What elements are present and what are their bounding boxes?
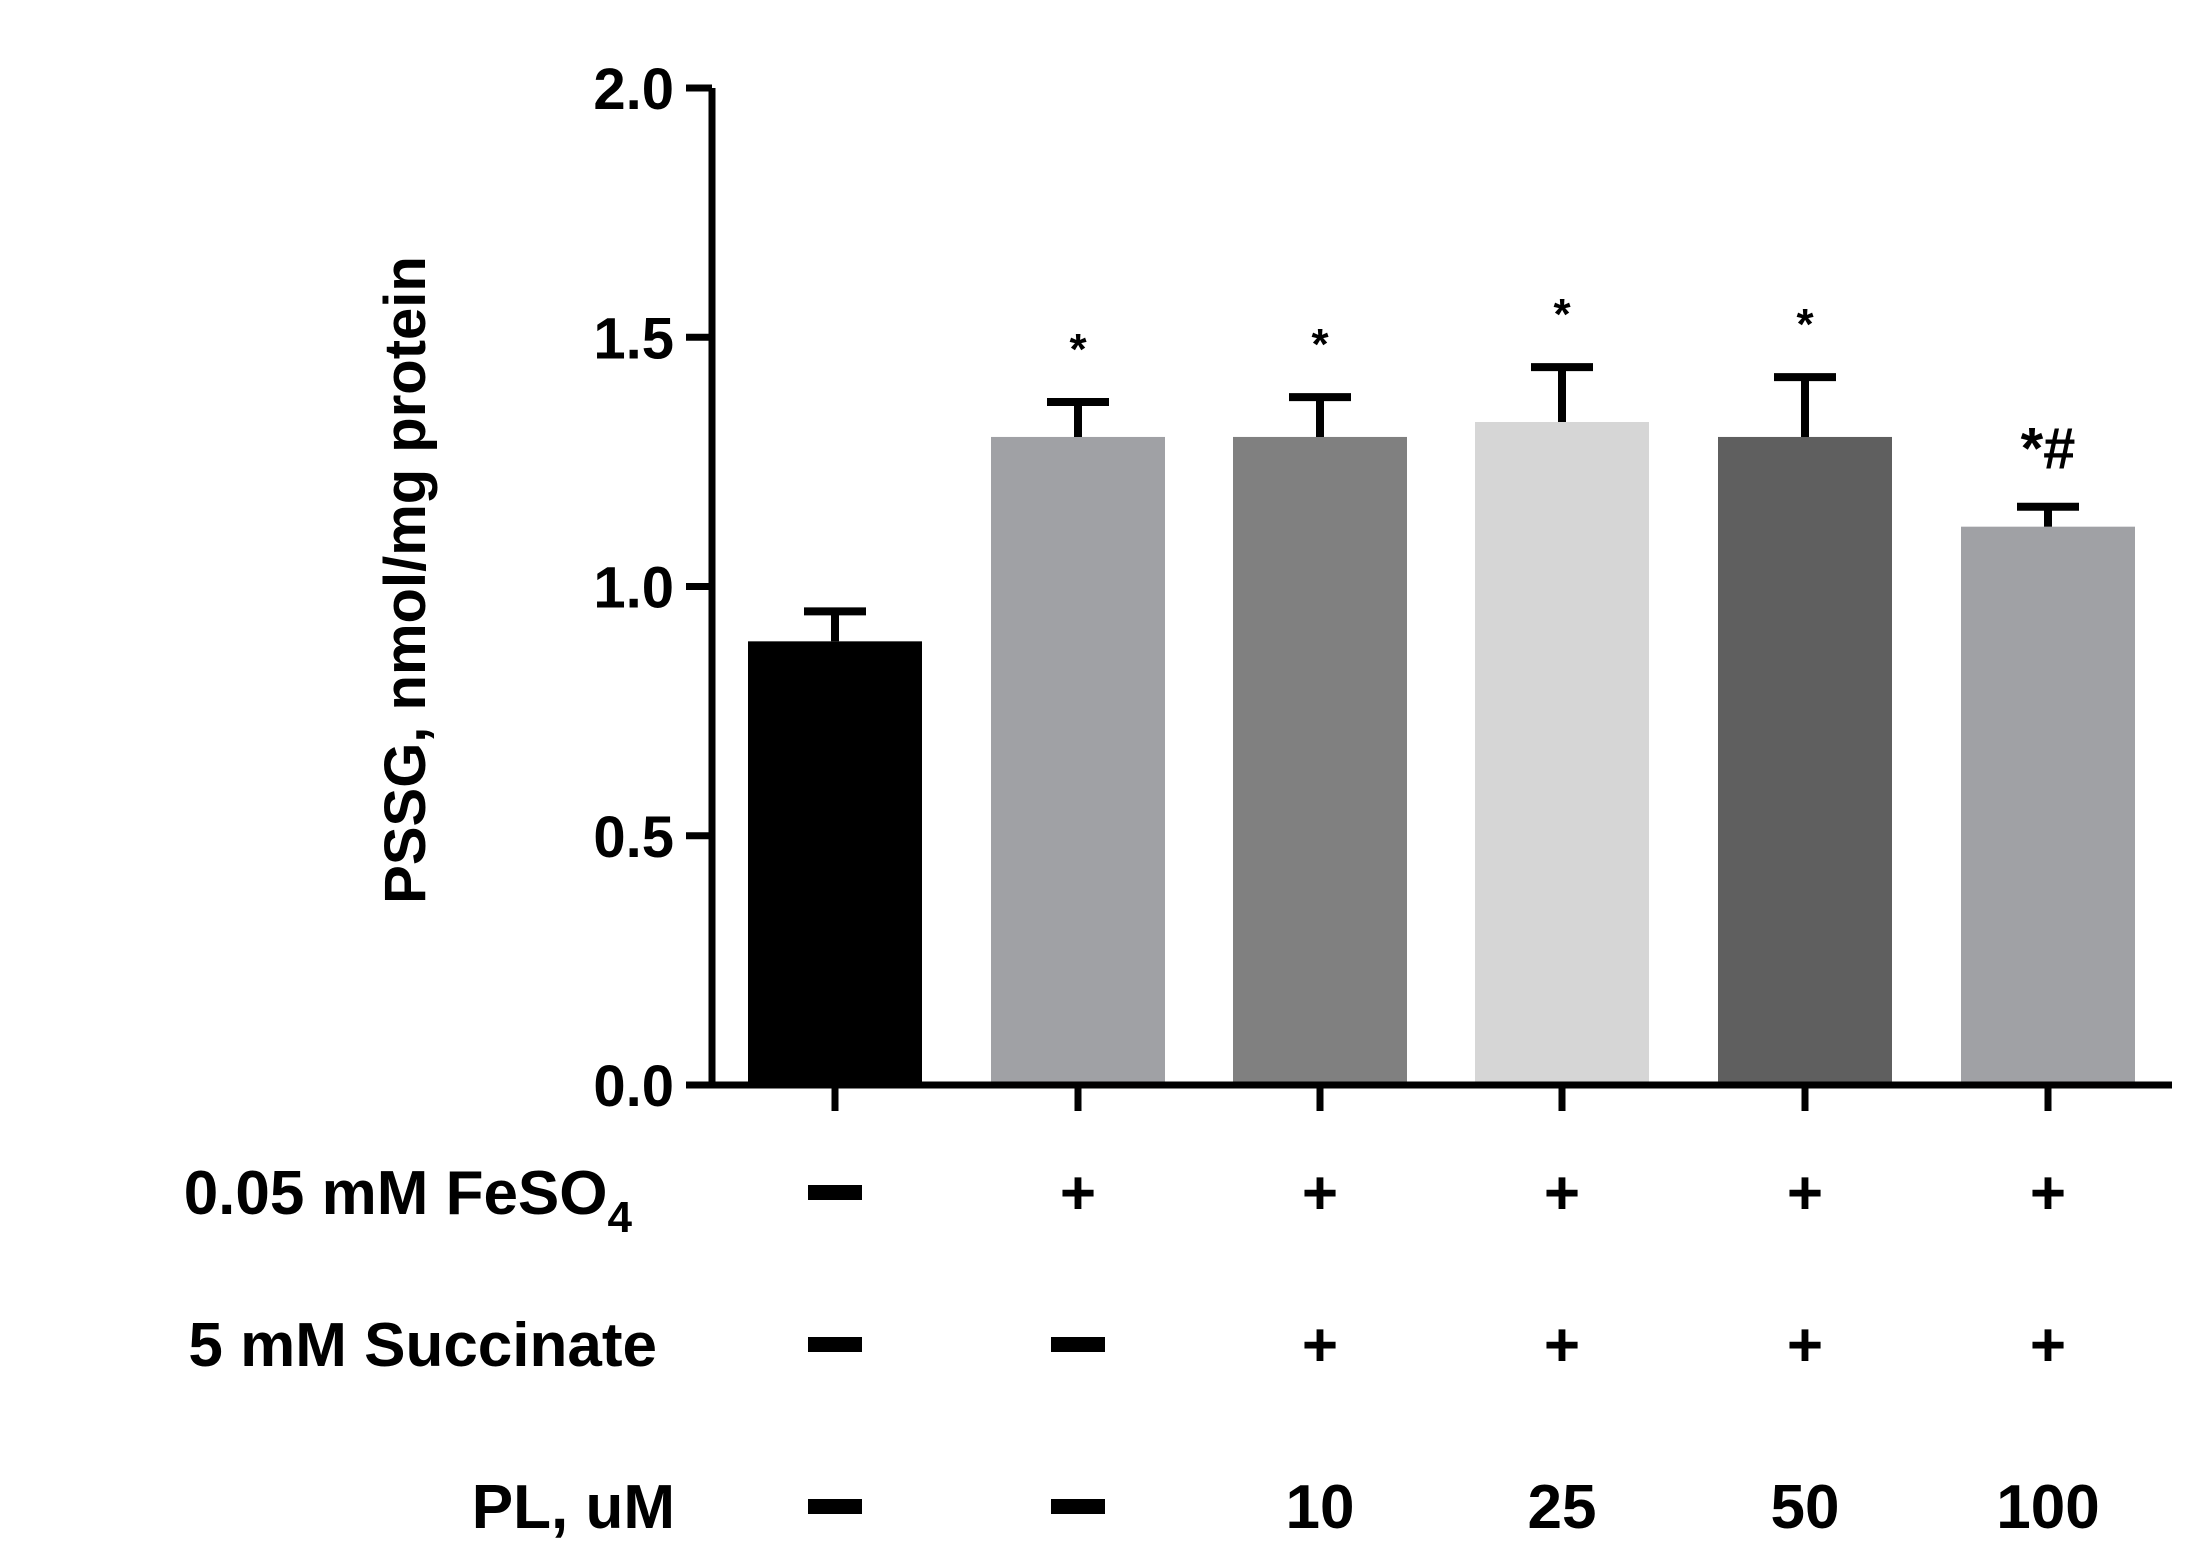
minus-mark [1051, 1337, 1105, 1352]
plus-mark: + [2030, 1159, 2066, 1228]
error-bar [1774, 373, 1836, 437]
y-tick-label: 0.0 [593, 1054, 674, 1119]
condition-value: 50 [1771, 1473, 1840, 1542]
condition-value: 10 [1286, 1473, 1355, 1542]
significance-label: * [1553, 290, 1571, 339]
plus-mark: + [1302, 1159, 1338, 1228]
plus-mark: + [1544, 1159, 1580, 1228]
error-bar [2017, 502, 2079, 527]
y-tick-label: 0.5 [593, 805, 674, 870]
minus-mark [808, 1499, 862, 1514]
plus-mark: + [1302, 1311, 1338, 1380]
x-axis-ticks [831, 1085, 2052, 1111]
condition-row-label: PL, uM [472, 1473, 675, 1542]
bar [1718, 436, 1892, 1085]
plus-mark: + [2030, 1311, 2066, 1380]
error-bar [1289, 393, 1351, 437]
significance-label: * [1069, 325, 1087, 374]
plus-mark: + [1544, 1311, 1580, 1380]
significance-label: *# [2021, 417, 2076, 482]
bar [1961, 526, 2135, 1085]
minus-mark [1051, 1499, 1105, 1514]
bar [1475, 421, 1649, 1085]
minus-mark [808, 1337, 862, 1352]
y-axis-ticks: 0.0 0.5 1.0 1.5 2.0 [593, 57, 712, 1119]
significance-label: * [1311, 320, 1329, 369]
y-tick-label: 1.0 [593, 556, 674, 621]
plus-mark: + [1787, 1159, 1823, 1228]
significance-marks: * * * * *# [1069, 290, 2075, 482]
condition-value: 100 [1996, 1473, 2099, 1542]
y-axis-title: PSSG, nmol/mg protein [373, 256, 438, 904]
plus-mark: + [1060, 1159, 1096, 1228]
plus-mark: + [1787, 1311, 1823, 1380]
condition-value: 25 [1528, 1473, 1597, 1542]
y-tick-label: 2.0 [593, 57, 674, 122]
y-tick-label: 1.5 [593, 306, 674, 371]
bars [748, 421, 2135, 1085]
condition-row-label: 5 mM Succinate [188, 1311, 657, 1380]
condition-row-label: 0.05 mM FeSO4 [184, 1159, 633, 1242]
condition-table: 0.05 mM FeSO4 + + + + +5 mM Succinate + + + + PL, … [184, 1159, 2100, 1542]
error-bar [1531, 363, 1593, 422]
minus-mark [808, 1185, 862, 1200]
error-bar [1047, 398, 1109, 437]
error-bars [804, 363, 2079, 642]
bar [748, 641, 922, 1085]
significance-label: * [1796, 300, 1814, 349]
bar [1233, 436, 1407, 1085]
bar [991, 436, 1165, 1085]
error-bar [804, 607, 866, 642]
